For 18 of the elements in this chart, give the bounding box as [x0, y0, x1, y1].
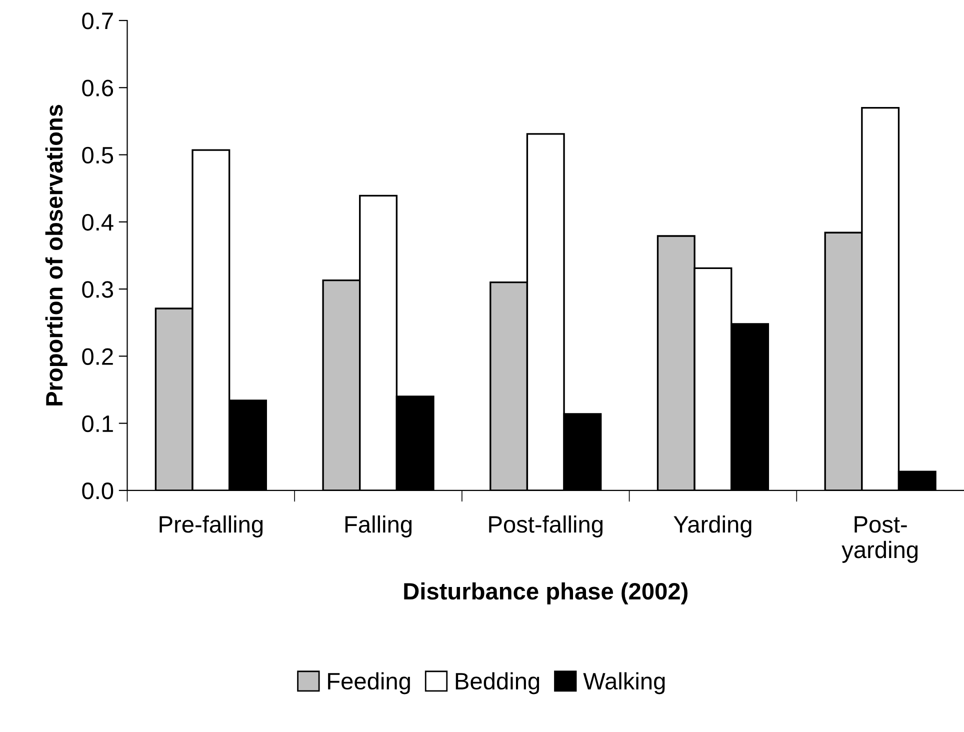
x-tick-label: Post-falling: [489, 515, 603, 538]
x-tick-label: Post- yarding: [842, 516, 918, 563]
y-tick-label: 0.4: [82, 214, 114, 231]
y-tick-label: 0.7: [82, 12, 113, 30]
y-tick-label: 0.1: [82, 415, 113, 432]
x-axis-title: Disturbance phase (2002): [404, 582, 688, 604]
x-tick-label: Yarding: [674, 515, 752, 538]
y-tick-label: 0.2: [82, 348, 113, 365]
legend-label: Feeding: [328, 672, 410, 694]
x-tick-label: Falling: [345, 515, 412, 538]
y-tick-label: 0.3: [82, 281, 114, 298]
legend-label: Walking: [583, 672, 665, 694]
legend-label: Bedding: [456, 672, 540, 694]
y-tick-label: 0.5: [82, 146, 114, 164]
x-tick-label: Pre-falling: [160, 515, 263, 538]
y-tick-label: 0.6: [82, 80, 114, 96]
y-axis-title: Proportion of observations: [45, 104, 68, 406]
y-tick-label: 0.0: [82, 482, 114, 500]
